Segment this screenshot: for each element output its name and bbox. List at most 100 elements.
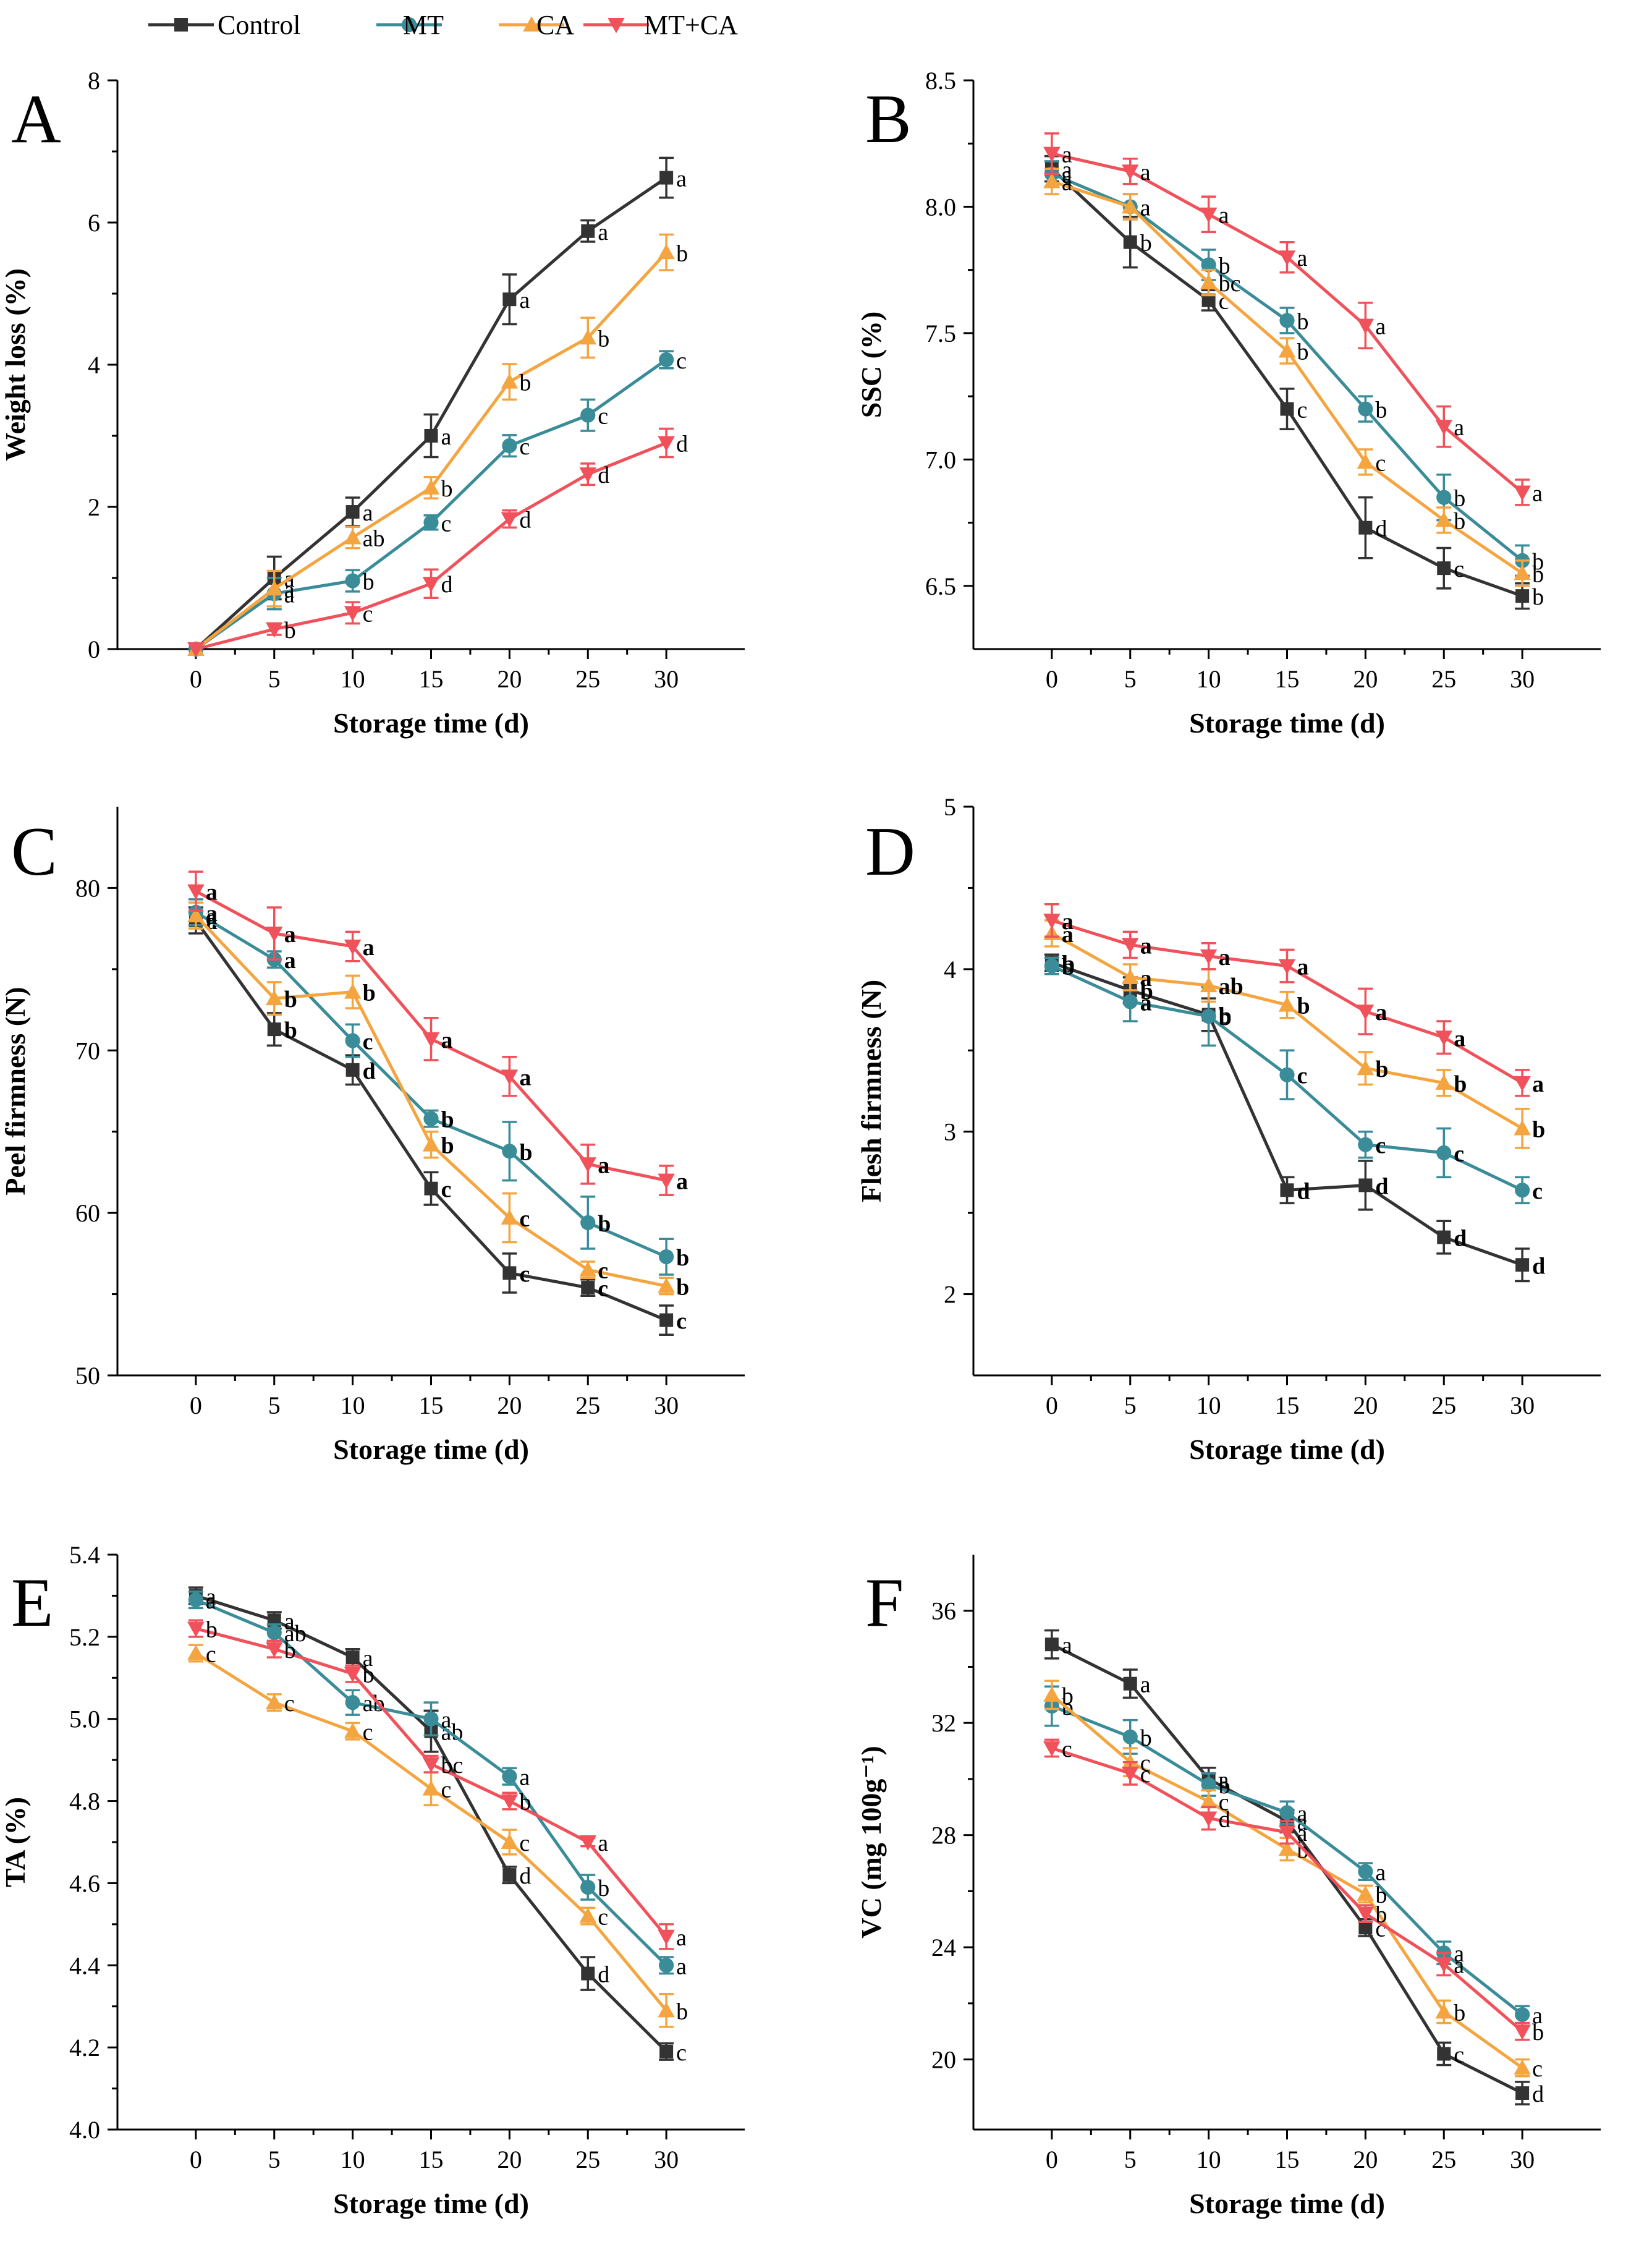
significance-label-control: a [519,287,530,313]
significance-label-mt: b [1062,954,1075,980]
panel-b: B 0 5 10 15 20 25 30 6.5 7.0 7.5 8.0 8.5 Storage time… [855,67,1601,739]
significance-label-control: d [1454,1226,1467,1252]
data-point-mt-ca [501,1069,519,1085]
data-point-ca [1278,996,1296,1012]
data-point-mt-ca [344,1667,362,1683]
data-point-mt [1515,2007,1530,2023]
x-tick-label: 25 [575,665,600,693]
significance-label-ca: b [598,326,609,352]
data-point-control [1437,561,1451,576]
x-tick-label: 10 [341,2146,365,2173]
data-point-control [345,505,360,519]
data-point-mt-ca [344,606,362,622]
significance-label-mt: b [1297,308,1309,334]
significance-label-mt-ca: b [363,1662,375,1688]
significance-label-control: c [441,1177,452,1203]
y-tick-label: 24 [931,1934,956,1961]
data-point-control [345,1650,360,1665]
data-point-mt [266,1625,282,1641]
y-tick-label: 2 [88,493,100,521]
data-point-mt [1358,1864,1373,1879]
data-point-mt-ca [1043,914,1061,929]
y-tick-label: 6 [88,209,100,237]
data-point-mt-ca [266,1642,283,1658]
x-tick-label: 30 [654,665,679,693]
y-tick-label: 0 [88,635,100,663]
data-point-mt-ca [1043,147,1061,163]
significance-label-control: d [1532,1253,1545,1279]
legend-entry-mt-ca: MT+CA [583,10,738,40]
data-point-control [267,1022,281,1037]
data-point-control [1437,1230,1451,1244]
y-tick-label: 32 [931,1709,956,1737]
data-point-mt-ca [501,512,519,528]
x-axis-title: Storage time (d) [1189,707,1385,739]
significance-label-ca: b [676,1999,688,2024]
significance-label-mt-ca: a [1375,1000,1387,1026]
significance-label-ca: c [441,1777,452,1803]
significance-label-mt: b [1219,253,1231,279]
data-point-mt [580,1879,596,1895]
data-point-ca [1200,1793,1218,1809]
significance-label-ca: b [676,240,688,266]
legend-label-mt: MT [403,10,444,40]
data-point-mt-ca [501,1794,519,1810]
x-tick-label: 10 [1197,2146,1221,2173]
significance-label-mt-ca: a [1219,945,1231,971]
data-point-mt [423,1711,439,1727]
significance-label-ca: b [1454,2000,1465,2026]
significance-label-mt: c [1454,1141,1464,1167]
data-point-ca [579,1907,596,1923]
significance-label-mt: b [1532,549,1544,575]
significance-label-mt-ca: b [519,1790,531,1816]
significance-label-mt-ca: c [1062,1736,1072,1762]
data-point-control [1515,2086,1530,2100]
data-point-ca [1122,198,1139,214]
significance-label-mt-ca: a [1454,415,1464,441]
data-point-control [1201,293,1216,307]
data-point-mt [1279,313,1295,328]
data-point-control [345,1063,360,1077]
legend-marker-mt [401,17,417,33]
data-point-control [1358,1921,1373,1935]
x-tick-label: 5 [268,2146,281,2173]
significance-label-ca: c [206,1641,216,1667]
x-axis-title: Storage time (d) [333,2188,529,2219]
x-tick-label: 5 [1124,665,1137,693]
data-point-control [581,224,595,238]
significance-label-mt: a [1140,195,1151,221]
data-point-mt-ca [579,1835,596,1851]
panel-letter-a: A [11,81,61,158]
data-point-mt-ca [1357,1005,1375,1020]
significance-label-ca: a [1140,966,1152,992]
significance-label-mt: a [206,1588,216,1614]
significance-label-mt-ca: d [1219,1806,1231,1832]
significance-label-control: d [1375,516,1387,542]
data-point-mt-ca [187,1621,205,1637]
y-axis-title: Peel firmness (N) [0,987,31,1195]
data-point-mt-ca [1435,1957,1452,1973]
significance-label-ca: a [1062,922,1074,948]
significance-label-ca: a [1062,170,1072,196]
x-tick-label: 0 [1046,2146,1058,2173]
data-point-control [502,1266,517,1280]
data-point-ca [344,983,362,999]
data-point-mt-ca [187,884,205,900]
significance-label-ca: b [1375,1056,1388,1082]
data-point-mt-ca [422,577,440,592]
significance-label-mt: b [676,1245,689,1271]
significance-label-mt: c [1297,1063,1308,1089]
data-point-ca [1514,564,1531,580]
significance-label-mt-ca: c [1140,1762,1151,1788]
significance-label-mt: b [519,1139,532,1165]
data-point-mt [1201,257,1216,273]
data-point-ca [1043,1686,1061,1702]
significance-label-ca: b [284,987,297,1013]
data-point-mt-ca [1122,938,1139,954]
significance-label-mt-ca: b [284,1637,296,1663]
data-point-mt-ca [658,1173,675,1189]
significance-label-mt: b [598,1875,609,1901]
panel-e: E 0 5 10 15 20 25 30 4.0 4.2 4.4 4.6 4.8 5.0 5.2 5.4 Sto… [0,1541,745,2219]
significance-label-mt: b [1219,1005,1232,1030]
